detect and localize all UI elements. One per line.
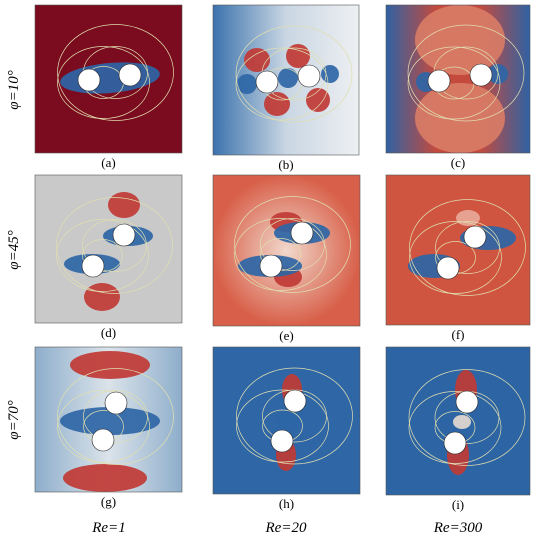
panel: (i) xyxy=(386,347,530,512)
vorticity-blob xyxy=(453,415,471,429)
panel: (h) xyxy=(213,347,360,511)
vorticity-blob xyxy=(70,351,150,379)
field xyxy=(213,175,360,326)
panel-label: (c) xyxy=(451,155,465,170)
cylinder xyxy=(464,226,486,248)
vorticity-blob xyxy=(286,44,310,68)
cylinder xyxy=(260,255,282,277)
panel-label: (f) xyxy=(452,327,465,342)
column-label: Re=20 xyxy=(265,520,307,536)
vorticity-blob xyxy=(415,83,505,153)
field xyxy=(35,5,182,153)
cylinder xyxy=(444,432,466,454)
vorticity-blob xyxy=(415,5,505,75)
field xyxy=(386,175,530,325)
panel: (e) xyxy=(213,175,360,343)
cylinder xyxy=(92,429,114,451)
field xyxy=(35,175,182,323)
vorticity-blob xyxy=(321,65,339,83)
row-label: φ=70° xyxy=(6,400,22,439)
field xyxy=(386,347,530,495)
panel-label: (b) xyxy=(278,157,293,172)
panel-label: (g) xyxy=(101,494,116,509)
cylinder xyxy=(119,64,141,86)
panel-label: (i) xyxy=(452,497,464,512)
cylinder xyxy=(256,71,278,93)
field xyxy=(213,347,360,494)
vorticity-blob xyxy=(84,283,120,311)
panel: (a) xyxy=(35,5,182,170)
cylinder xyxy=(291,222,313,244)
vorticity-blob xyxy=(278,68,298,88)
panel: (g) xyxy=(35,347,182,509)
figure: (a)(b)(c)(d)(e)(f)(g)(h)(i) φ=10° φ=45° … xyxy=(0,0,533,540)
cylinder xyxy=(456,391,478,413)
column-label: Re=1 xyxy=(91,520,125,536)
cylinder xyxy=(271,430,293,452)
panel: (d) xyxy=(35,175,182,340)
panels: (a) (b) (c) (d) (e) (f) (g) (h) (i) xyxy=(35,5,530,512)
cylinder xyxy=(428,70,450,92)
cylinder xyxy=(105,392,127,414)
panel-label: (h) xyxy=(279,496,294,511)
vorticity-blob xyxy=(63,464,147,492)
cylinder xyxy=(437,257,459,279)
column-label: Re=300 xyxy=(433,520,483,536)
cylinder xyxy=(113,224,135,246)
vorticity-blob xyxy=(275,410,303,430)
vorticity-blob xyxy=(108,192,140,218)
panel-label: (a) xyxy=(101,155,115,170)
panel: (f) xyxy=(386,175,530,342)
cylinder xyxy=(470,64,492,86)
field xyxy=(386,5,530,153)
field xyxy=(35,347,182,492)
field-background xyxy=(386,175,530,325)
panel-label: (d) xyxy=(101,325,116,340)
panel-label: (e) xyxy=(279,328,293,343)
row-label: φ=10° xyxy=(6,70,22,109)
cylinder xyxy=(298,65,320,87)
vorticity-blob xyxy=(456,210,480,226)
panel: (b) xyxy=(213,5,359,172)
cylinder xyxy=(284,390,306,412)
cylinder xyxy=(78,69,100,91)
field xyxy=(213,5,359,155)
vorticity-blob xyxy=(237,74,257,94)
cylinder xyxy=(82,255,104,277)
row-label: φ=45° xyxy=(6,230,22,269)
panel: (c) xyxy=(386,5,530,170)
